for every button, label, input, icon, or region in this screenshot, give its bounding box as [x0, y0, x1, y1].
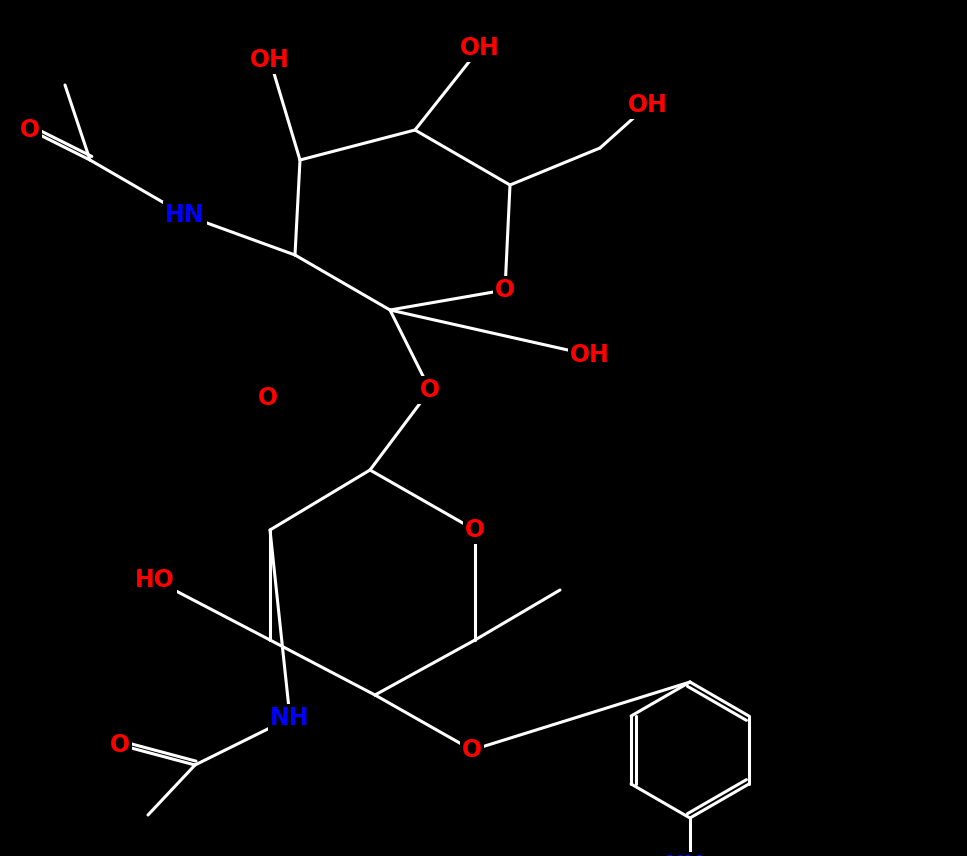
Text: O: O: [420, 378, 440, 402]
Text: O: O: [465, 518, 485, 542]
Text: OH: OH: [460, 36, 500, 60]
Text: OH: OH: [628, 93, 668, 117]
Text: HN: HN: [165, 203, 205, 227]
Text: NH₂: NH₂: [665, 854, 715, 856]
Text: O: O: [258, 386, 278, 410]
Text: O: O: [420, 378, 440, 402]
Text: O: O: [110, 733, 131, 757]
Text: OH: OH: [250, 48, 290, 72]
Text: O: O: [20, 118, 40, 142]
Text: NH: NH: [270, 706, 309, 730]
Text: O: O: [462, 738, 483, 762]
Text: OH: OH: [571, 343, 610, 367]
Text: HO: HO: [135, 568, 175, 592]
Text: O: O: [495, 278, 515, 302]
